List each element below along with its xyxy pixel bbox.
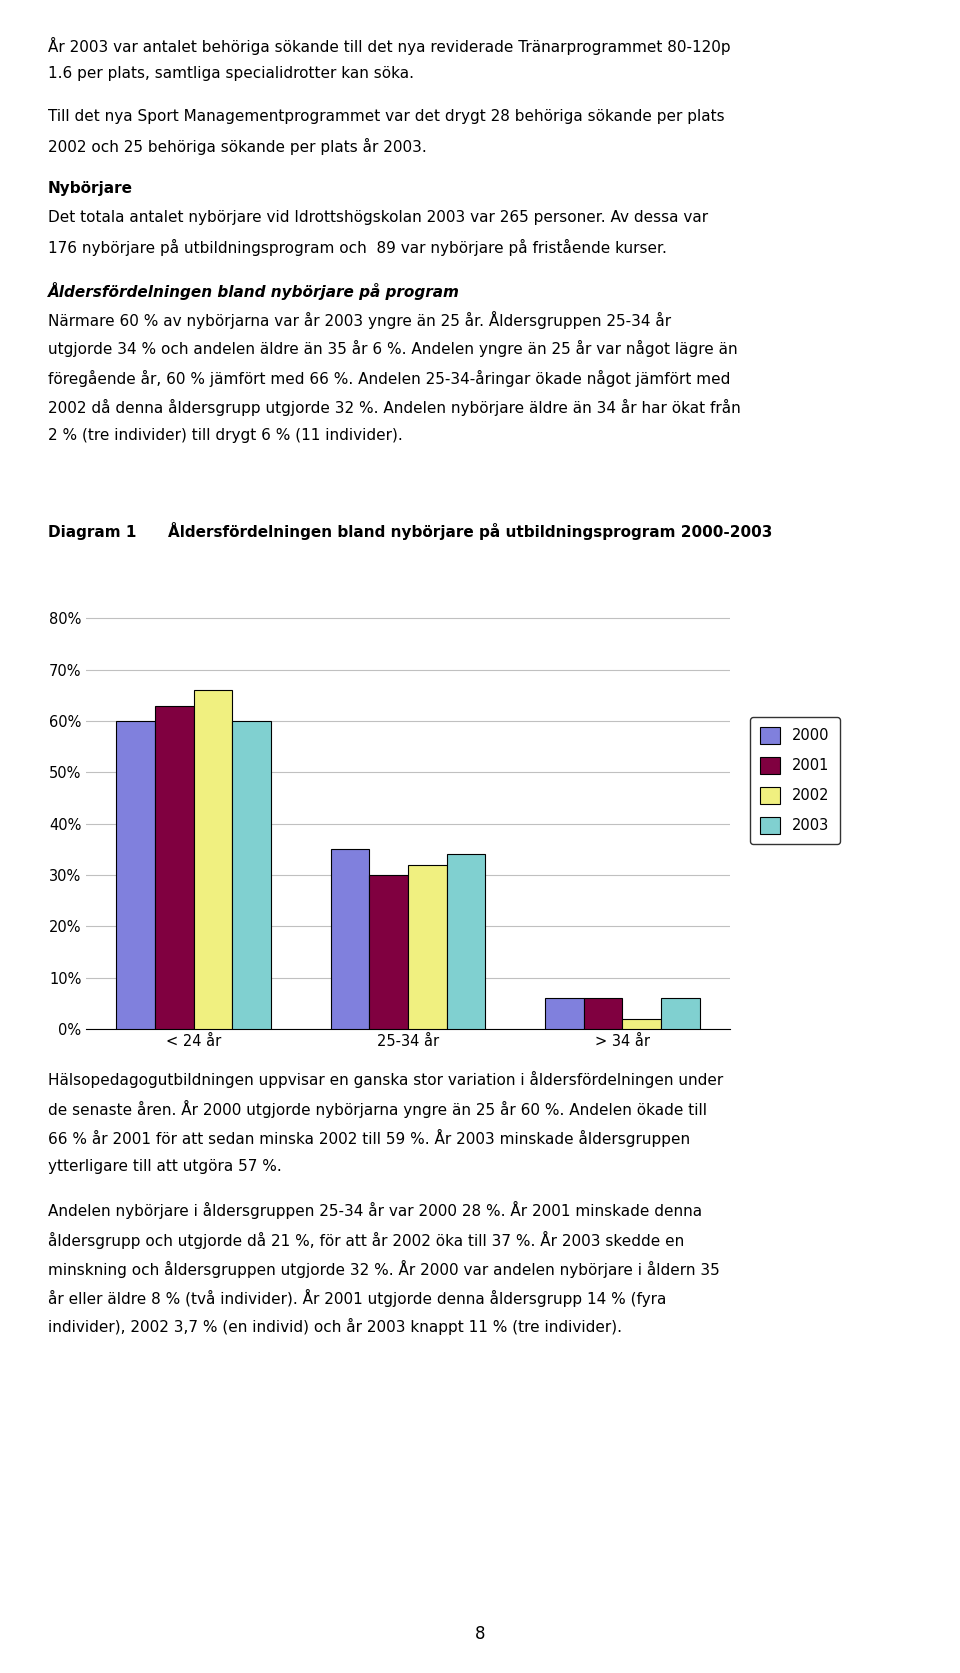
Text: Andelen nybörjare i åldersgruppen 25-34 år var 2000 28 %. År 2001 minskade denna: Andelen nybörjare i åldersgruppen 25-34 … — [48, 1201, 702, 1220]
Bar — [545, 999, 584, 1029]
Text: ytterligare till att utgöra 57 %.: ytterligare till att utgöra 57 %. — [48, 1159, 281, 1173]
Text: 2002 och 25 behöriga sökande per plats år 2003.: 2002 och 25 behöriga sökande per plats å… — [48, 139, 427, 156]
Text: År 2003 var antalet behöriga sökande till det nya reviderade Tränarprogrammet 80: År 2003 var antalet behöriga sökande til… — [48, 37, 731, 55]
Text: 2 % (tre individer) till drygt 6 % (11 individer).: 2 % (tre individer) till drygt 6 % (11 i… — [48, 428, 403, 443]
Text: Åldersfördelningen bland nybörjare på program: Åldersfördelningen bland nybörjare på pr… — [48, 281, 460, 299]
Text: Det totala antalet nybörjare vid Idrottshögskolan 2003 var 265 personer. Av dess: Det totala antalet nybörjare vid Idrotts… — [48, 209, 708, 224]
Text: utgjorde 34 % och andelen äldre än 35 år 6 %. Andelen yngre än 25 år var något l: utgjorde 34 % och andelen äldre än 35 år… — [48, 340, 737, 358]
Text: åldersgrupp och utgjorde då 21 %, för att år 2002 öka till 37 %. År 2003 skedde : åldersgrupp och utgjorde då 21 %, för at… — [48, 1231, 684, 1248]
Text: föregående år, 60 % jämfört med 66 %. Andelen 25-34-åringar ökade något jämfört : föregående år, 60 % jämfört med 66 %. An… — [48, 370, 731, 386]
Bar — [331, 850, 370, 1029]
Bar — [155, 706, 194, 1029]
Text: individer), 2002 3,7 % (en individ) och år 2003 knappt 11 % (tre individer).: individer), 2002 3,7 % (en individ) och … — [48, 1318, 622, 1335]
Text: år eller äldre 8 % (två individer). År 2001 utgjorde denna åldersgrupp 14 % (fyr: år eller äldre 8 % (två individer). År 2… — [48, 1290, 666, 1307]
Bar — [194, 689, 232, 1029]
Bar — [116, 721, 155, 1029]
Text: 2002 då denna åldersgrupp utgjorde 32 %. Andelen nybörjare äldre än 34 år har ök: 2002 då denna åldersgrupp utgjorde 32 %.… — [48, 398, 741, 417]
Text: Till det nya Sport Managementprogrammet var det drygt 28 behöriga sökande per pl: Till det nya Sport Managementprogrammet … — [48, 109, 725, 124]
Bar — [661, 999, 700, 1029]
Legend: 2000, 2001, 2002, 2003: 2000, 2001, 2002, 2003 — [750, 716, 840, 845]
Bar — [584, 999, 622, 1029]
Bar — [408, 865, 446, 1029]
Text: Diagram 1: Diagram 1 — [48, 525, 136, 540]
Text: Närmare 60 % av nybörjarna var år 2003 yngre än 25 år. Åldersgruppen 25-34 år: Närmare 60 % av nybörjarna var år 2003 y… — [48, 311, 671, 330]
Text: Åldersfördelningen bland nybörjare på utbildningsprogram 2000-2003: Åldersfördelningen bland nybörjare på ut… — [168, 522, 773, 540]
Text: Nybörjare: Nybörjare — [48, 181, 133, 196]
Text: de senaste åren. År 2000 utgjorde nybörjarna yngre än 25 år 60 %. Andelen ökade : de senaste åren. År 2000 utgjorde nybörj… — [48, 1101, 707, 1118]
Text: Hälsopedagogutbildningen uppvisar en ganska stor variation i åldersfördelningen : Hälsopedagogutbildningen uppvisar en gan… — [48, 1071, 723, 1087]
Text: 176 nybörjare på utbildningsprogram och  89 var nybörjare på fristående kurser.: 176 nybörjare på utbildningsprogram och … — [48, 239, 667, 256]
Bar — [622, 1019, 661, 1029]
Text: 1.6 per plats, samtliga specialidrotter kan söka.: 1.6 per plats, samtliga specialidrotter … — [48, 67, 414, 80]
Bar — [232, 721, 271, 1029]
Text: 66 % år 2001 för att sedan minska 2002 till 59 %. År 2003 minskade åldersgruppen: 66 % år 2001 för att sedan minska 2002 t… — [48, 1129, 690, 1148]
Bar — [446, 855, 485, 1029]
Text: minskning och åldersgruppen utgjorde 32 %. År 2000 var andelen nybörjare i ålder: minskning och åldersgruppen utgjorde 32 … — [48, 1260, 720, 1278]
Bar — [370, 875, 408, 1029]
Text: 8: 8 — [475, 1624, 485, 1643]
